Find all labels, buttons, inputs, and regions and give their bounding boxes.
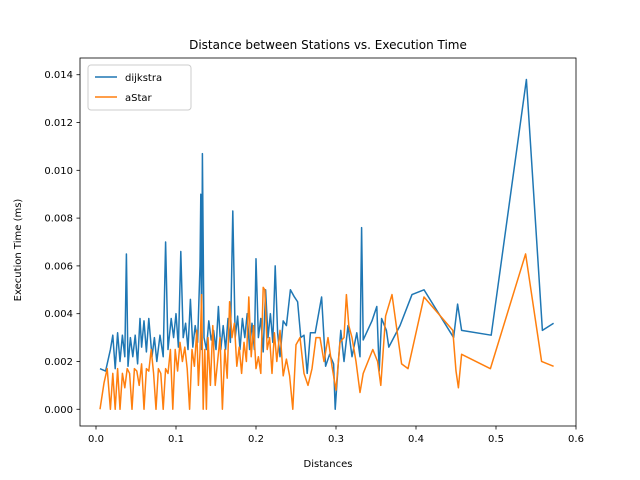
legend: dijkstra aStar <box>87 64 192 111</box>
y-tick-label: 0.010 <box>44 166 73 177</box>
plot-area: 0.0 0.1 0.2 0.3 0.4 0.5 0.6 0.000 0.002 0.004 0.00… <box>44 57 584 445</box>
x-axis-label: Distances <box>304 459 353 470</box>
x-tick-label: 0.5 <box>488 434 504 445</box>
y-tick-label: 0.002 <box>44 357 73 368</box>
y-tick-label: 0.006 <box>44 261 73 272</box>
axes-frame <box>79 57 577 427</box>
x-tick-label: 0.4 <box>408 434 424 445</box>
x-tick-label: 0.3 <box>328 434 344 445</box>
series-line-dijkstra <box>99 78 555 411</box>
x-tick-label: 0.6 <box>568 434 584 445</box>
y-tick-label: 0.008 <box>44 214 73 225</box>
x-tick-label: 0.2 <box>248 434 264 445</box>
y-tick-label: 0.000 <box>44 405 73 416</box>
legend-label-dijkstra: dijkstra <box>125 73 162 84</box>
y-tick-label: 0.012 <box>44 118 73 129</box>
x-tick-label: 0.1 <box>168 434 184 445</box>
y-axis-label: Execution Time (ms) <box>13 199 24 302</box>
legend-label-aStar: aStar <box>125 93 153 104</box>
y-tick-label: 0.014 <box>44 70 73 81</box>
chart-title: Distance between Stations vs. Execution … <box>189 38 467 52</box>
series-line-aStar <box>99 253 554 411</box>
y-tick-label: 0.004 <box>44 309 73 320</box>
x-tick-label: 0.0 <box>88 434 104 445</box>
